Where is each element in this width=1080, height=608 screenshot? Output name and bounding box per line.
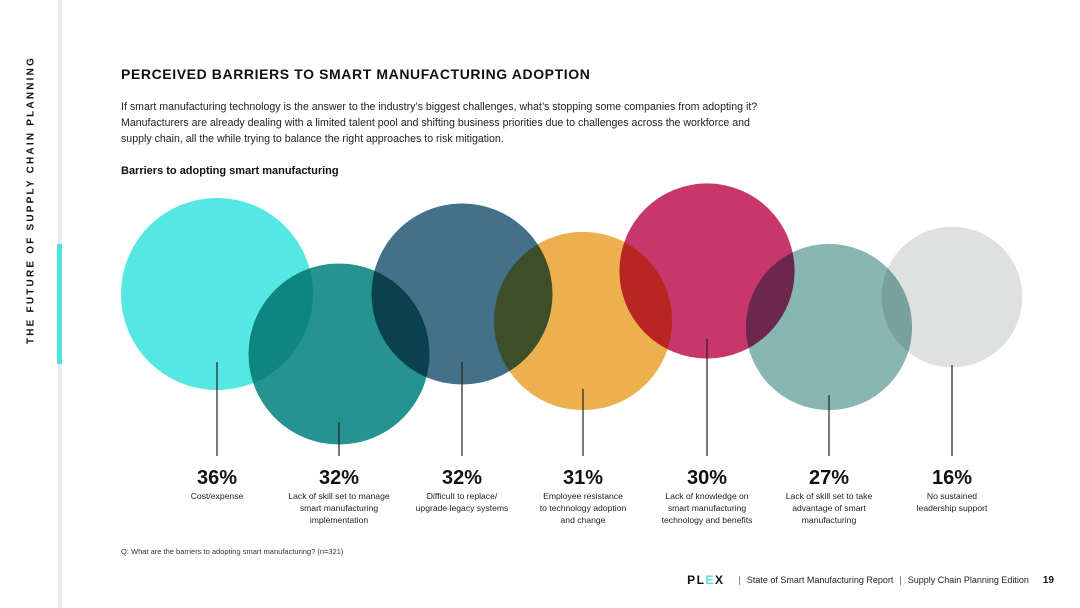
- value-label-2: 32%: [319, 467, 359, 489]
- category-label-5: Lack of knowledge on smart manufacturing t…: [662, 491, 753, 525]
- page-title: PERCEIVED BARRIERS TO SMART MANUFACTURIN…: [121, 66, 591, 82]
- value-label-4: 31%: [563, 467, 603, 489]
- category-label-3: Difficult to replace/upgrade legacy syst…: [416, 491, 509, 513]
- footer-edition: Supply Chain Planning Edition: [907, 575, 1029, 585]
- category-label-2: Lack of skill set to manage smart manufac…: [288, 491, 389, 525]
- value-label-3: 32%: [442, 467, 482, 489]
- value-label-5: 30%: [687, 467, 727, 489]
- sidebar: THE FUTURE OF SUPPLY CHAIN PLANNING: [0, 0, 58, 608]
- chart-title: Barriers to adopting smart manufacturing: [121, 165, 339, 177]
- value-label-1: 36%: [197, 467, 237, 489]
- bubble-6: [745, 243, 913, 411]
- category-label-1: Cost/expense: [191, 491, 244, 501]
- plex-logo: PLEX: [687, 573, 725, 587]
- category-label-6: Lack of skill set to take advantage of sm…: [786, 491, 873, 525]
- bubble-7: [881, 226, 1023, 368]
- footnote: Q: What are the barriers to adopting sma…: [121, 547, 344, 556]
- category-label-4: Employee resistance to technology adoptio…: [540, 491, 627, 525]
- intro-paragraph: If smart manufacturing technology is the…: [121, 101, 758, 145]
- sidebar-accent-bar: [57, 244, 62, 364]
- footer-report-title: State of Smart Manufacturing Report: [746, 575, 894, 585]
- value-label-6: 27%: [809, 467, 849, 489]
- category-label-7: No sustained leadership support: [917, 491, 988, 513]
- value-label-7: 16%: [932, 467, 972, 489]
- footer-separator: |: [899, 575, 902, 585]
- footer-separator: |: [738, 575, 741, 585]
- footer: PLEX | State of Smart Manufacturing Repo…: [687, 573, 1054, 587]
- page-number: 19: [1042, 574, 1054, 586]
